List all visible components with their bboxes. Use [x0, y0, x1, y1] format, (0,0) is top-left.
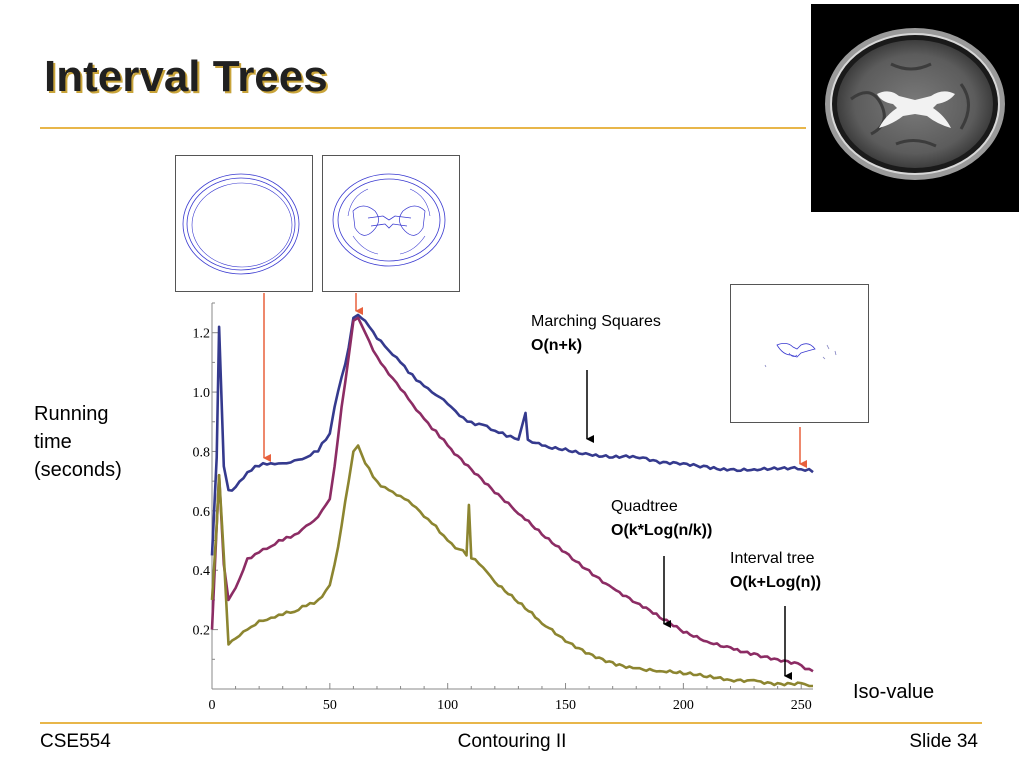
x-tick-label: 250: [791, 698, 812, 713]
y-tick-label: 1.2: [193, 327, 211, 342]
contour-thumbnail-sparse: [730, 284, 869, 423]
slide-title: Interval Trees: [44, 52, 328, 101]
y-axis-label-line-1: Running: [34, 403, 109, 425]
brain-mri-image: [811, 4, 1019, 212]
quadtree-annotation: Quadtree O(k*Log(n/k)): [611, 495, 712, 543]
quadtree-label: Quadtree: [611, 498, 678, 515]
x-tick-label: 200: [673, 698, 694, 713]
y-tick-label: 0.8: [193, 445, 211, 460]
y-axis-label-line-2: time: [34, 431, 72, 453]
lecture-title: Contouring II: [457, 731, 567, 752]
title-divider: [40, 127, 806, 129]
y-axis-label-line-3: (seconds): [34, 459, 122, 481]
x-tick-label: 0: [209, 698, 216, 713]
marching-squares-annotation: Marching Squares O(n+k): [531, 310, 661, 358]
contour-thumbnail-outer: [175, 155, 313, 292]
x-tick-label: 50: [323, 698, 337, 713]
y-tick-label: 0.2: [193, 624, 211, 639]
series-line-marching: [210, 313, 814, 556]
slide-number: Slide 34: [909, 731, 978, 752]
y-tick-label: 0.4: [193, 564, 211, 579]
x-axis-label: Iso-value: [853, 681, 935, 703]
x-tick-label: 150: [555, 698, 576, 713]
interval-tree-label: Interval tree: [730, 550, 815, 567]
x-tick-label: 100: [437, 698, 458, 713]
series-line-quadtree: [210, 316, 814, 673]
footer-divider: [40, 722, 982, 724]
contour-thumbnail-detailed: [322, 155, 460, 292]
y-tick-label: 0.6: [193, 505, 211, 520]
marching-squares-label: Marching Squares: [531, 313, 661, 330]
course-label: CSE554: [40, 731, 111, 752]
y-axis-label: Running time (seconds): [34, 400, 122, 484]
quadtree-complexity: O(k*Log(n/k)): [611, 522, 713, 539]
series-line-interval: [210, 444, 814, 688]
interval-tree-annotation: Interval tree O(k+Log(n)): [730, 547, 821, 595]
marching-squares-complexity: O(n+k): [531, 337, 583, 354]
y-tick-label: 1.0: [193, 386, 211, 401]
interval-tree-complexity: O(k+Log(n)): [730, 574, 822, 591]
